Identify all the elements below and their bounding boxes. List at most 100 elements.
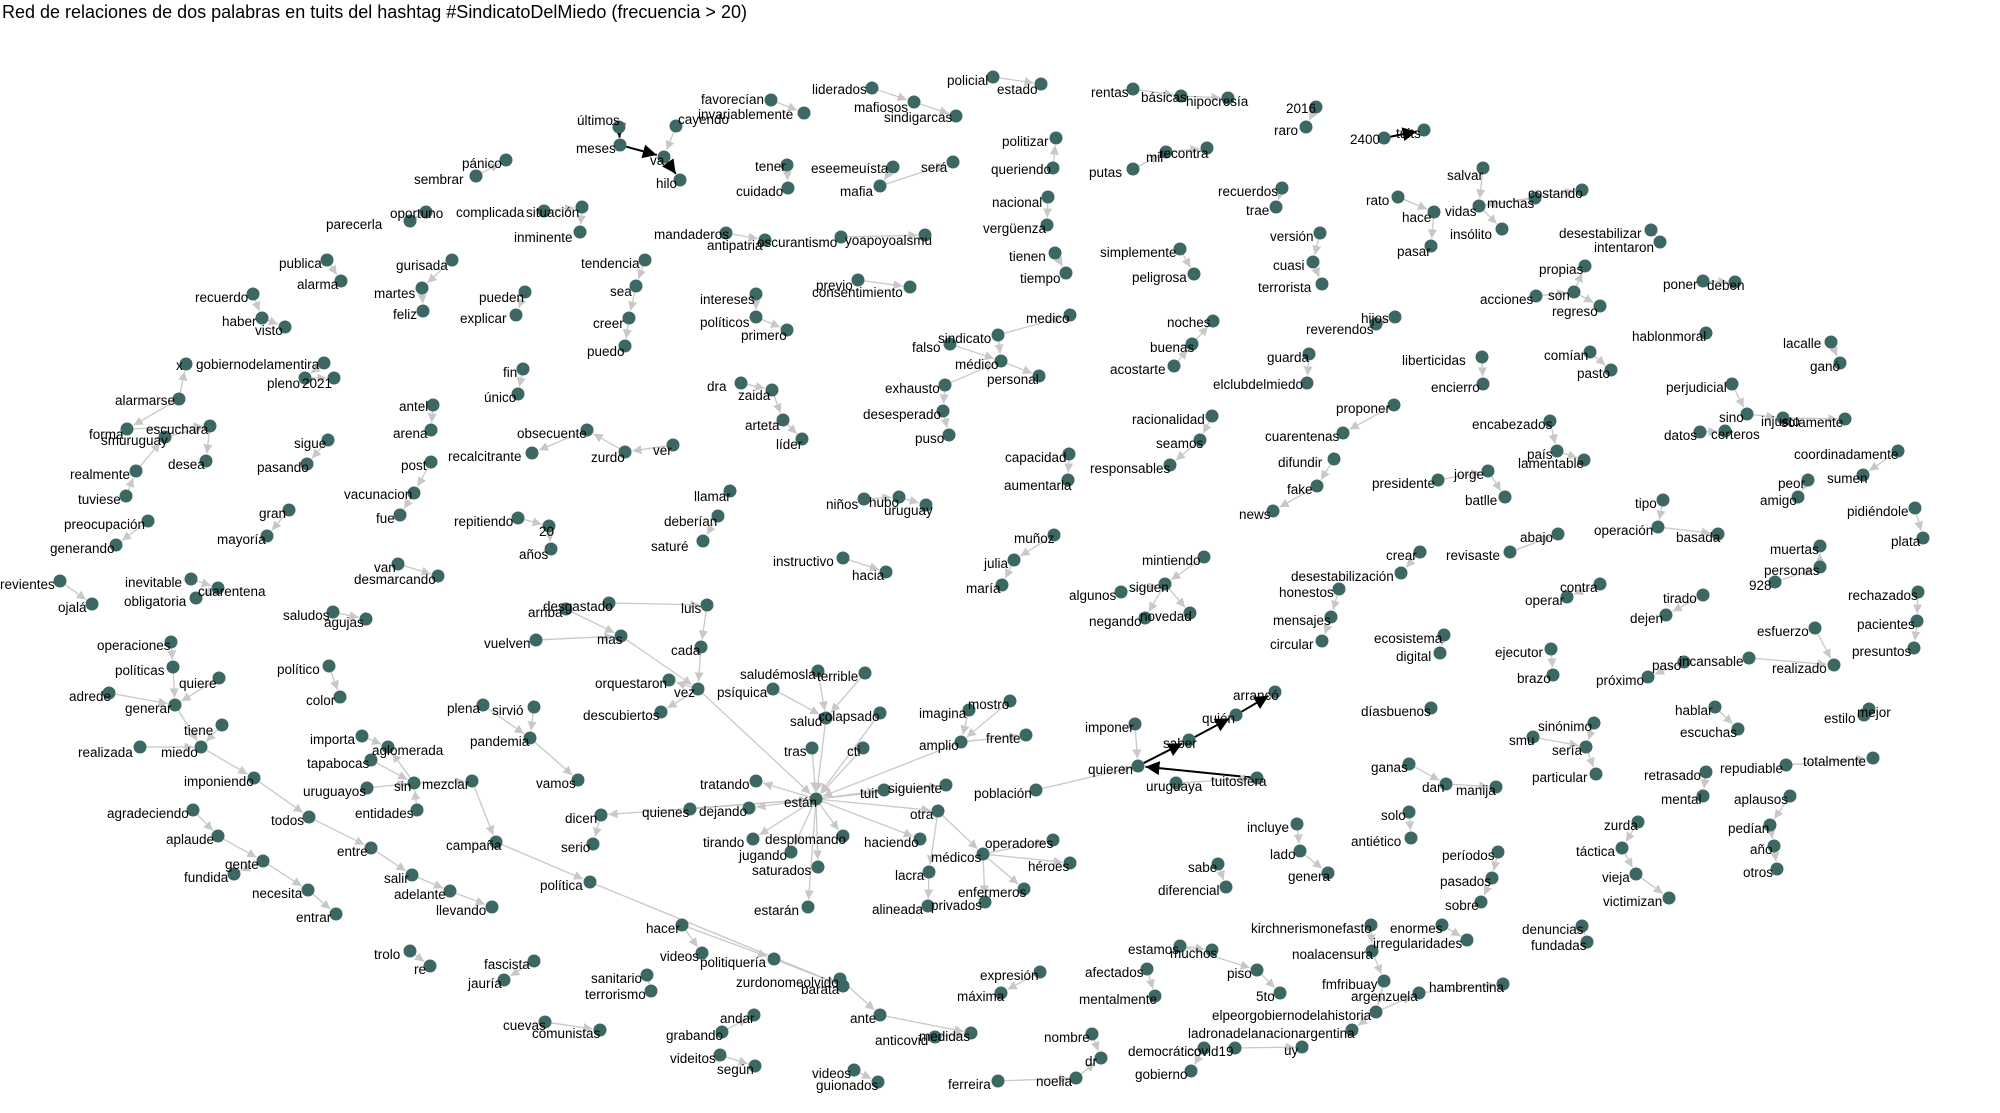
node-label-enormes: enormes xyxy=(1390,921,1443,936)
edge-medicos-privados xyxy=(979,860,989,895)
node-reverendos xyxy=(1369,317,1383,331)
edge-mas-vez xyxy=(625,639,693,686)
node-label-comunistas: comunistas xyxy=(532,1026,601,1041)
node-particular xyxy=(1589,767,1603,781)
node-yoapoyoalsmu xyxy=(918,228,932,242)
node-realizada xyxy=(133,740,147,754)
node-inevitable xyxy=(184,572,198,586)
edge-antel-arena xyxy=(427,411,437,423)
node-label-mostro: mostro xyxy=(968,697,1009,712)
node-alineada xyxy=(921,899,935,913)
node-label-creer: creer xyxy=(593,316,624,331)
node-label-salud: salud xyxy=(790,714,822,729)
node-label-propias: propias xyxy=(1539,262,1584,277)
node-label-revientes: revientes xyxy=(0,577,55,592)
node-contra xyxy=(1593,577,1607,591)
edge-siguen-negando xyxy=(1148,589,1163,612)
node-ejecutor xyxy=(1544,642,1558,656)
edge-lado-genera xyxy=(1304,854,1323,869)
edge-paso-proximo xyxy=(1654,663,1679,675)
node-policial xyxy=(986,70,1000,84)
edge-son-regreso xyxy=(1579,294,1594,304)
node-coordinadamente xyxy=(1891,444,1905,458)
edge-mafiosos-sindigarcas xyxy=(919,103,950,116)
edge-adrede-generar xyxy=(115,693,168,707)
node-label-perjudicial: perjudicial xyxy=(1666,380,1727,395)
node-responsables xyxy=(1163,458,1177,472)
node-aumentarla xyxy=(1061,473,1075,487)
node-label-andar: andar xyxy=(720,1011,755,1026)
node-label-tactica: táctica xyxy=(1576,844,1616,859)
edge-retrasado-mental xyxy=(1700,778,1710,789)
node-realmente xyxy=(129,464,143,478)
edge-meses-va xyxy=(626,144,658,159)
node-label-hipocresia: hipocresía xyxy=(1186,94,1249,109)
edge-lacra-alineada xyxy=(923,878,934,899)
node-covid19 xyxy=(1228,1041,1242,1055)
node-label-aglomerada: aglomerada xyxy=(372,743,444,758)
edge-mandaderos-antipatria xyxy=(732,232,758,242)
node-tuitosfera xyxy=(1250,771,1264,785)
node-label-hubo: hubo xyxy=(869,495,899,510)
edge-cada-vez xyxy=(694,653,704,682)
edge-tipo-operacion xyxy=(1656,506,1666,520)
node-label-argenzuela: argenzuela xyxy=(1351,989,1418,1004)
node-label-realizada: realizada xyxy=(78,745,133,760)
edge-salir-adelante xyxy=(417,876,444,889)
node-label-plena: plena xyxy=(447,701,481,716)
node-y2021 xyxy=(327,371,341,385)
edge-politicos-primero xyxy=(761,318,781,328)
node-label-quiere: quiere xyxy=(179,676,217,691)
node-estado xyxy=(1034,77,1048,91)
edge-democratico-gobierno xyxy=(1194,1053,1204,1065)
edge-layer xyxy=(64,77,1924,1084)
node-ecosistema xyxy=(1437,628,1451,642)
edge-n20-anos xyxy=(545,532,555,542)
node-label-genera: genera xyxy=(1288,869,1331,884)
node-generando xyxy=(109,538,123,552)
edge-tienen-tiempo xyxy=(1054,256,1063,267)
edge-saludemosla-salud xyxy=(818,677,828,711)
node-medico2 xyxy=(994,354,1008,368)
node-terrorista xyxy=(1315,277,1329,291)
node-tirado xyxy=(1696,588,1710,602)
node-label-fake: fake xyxy=(1287,482,1313,497)
node-guionados xyxy=(871,1075,885,1089)
node-visto xyxy=(278,320,292,334)
edge-gurisada-martes xyxy=(427,263,448,284)
edge-falso-medico2 xyxy=(955,345,995,361)
node-label-puso: puso xyxy=(915,431,944,446)
node-noalacensura xyxy=(1365,944,1379,958)
node-tapabocas xyxy=(364,753,378,767)
edge-peor-amigo xyxy=(1801,480,1811,491)
node-label-queriendo: queriendo xyxy=(991,162,1051,177)
node-label-zurdo: zurdo xyxy=(591,450,625,465)
edge-piso-n5to xyxy=(1261,974,1276,989)
edge-jorge-batlle xyxy=(1491,476,1502,492)
node-explicar xyxy=(509,308,523,322)
node-mintiendo xyxy=(1197,550,1211,564)
edge-dicen-serio xyxy=(593,821,602,837)
node-sinonimo xyxy=(1587,716,1601,730)
edge-tactica-vieja xyxy=(1624,853,1634,868)
node-label-liderados: liderados xyxy=(812,82,867,97)
node-obligatoria xyxy=(189,591,203,605)
node-preocupacion xyxy=(141,514,155,528)
edge-arteta-lider xyxy=(787,424,798,435)
node-gente xyxy=(256,854,270,868)
node-favorecian xyxy=(764,93,778,107)
node-label-haciendo: haciendo xyxy=(864,835,919,850)
node-label-saber: saber xyxy=(1163,736,1197,751)
node-label-acostarte: acostarte xyxy=(1110,362,1166,377)
node-label-muñoz: muñoz xyxy=(1014,531,1055,546)
node-presuntos xyxy=(1907,641,1921,655)
edge-zurda-tactica xyxy=(1625,827,1636,842)
node-smuruguay xyxy=(158,430,172,444)
node-mensajes xyxy=(1324,610,1338,624)
node-label-muchas: muchas xyxy=(1487,196,1535,211)
node-algunos xyxy=(1114,585,1128,599)
node-lado xyxy=(1293,844,1307,858)
node-anos xyxy=(544,542,558,556)
node-andar xyxy=(747,1008,761,1022)
edge-perjudicial-sino xyxy=(1734,389,1745,408)
